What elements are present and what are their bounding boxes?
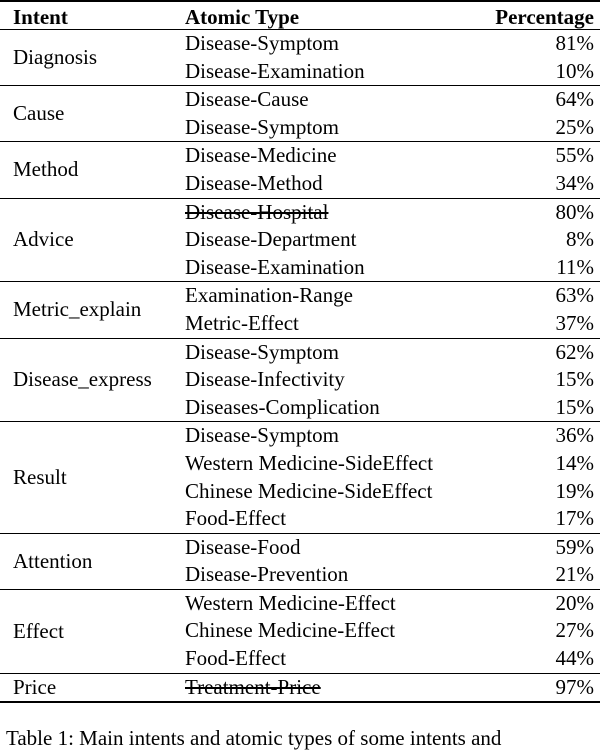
atomic-type-cell: Diseases-Complication <box>185 394 380 419</box>
percentage-cell: 63% <box>555 283 595 308</box>
intent-group: Advice Disease-Hospital 80% Disease-Departm… <box>0 199 600 283</box>
intent-label: Result <box>13 465 67 489</box>
table-row: Disease-Cause 64% <box>0 86 600 114</box>
atomic-type-cell: Disease-Hospital <box>185 199 329 224</box>
percentage-cell: 8% <box>566 227 594 252</box>
table-row: Examination-Range 63% <box>0 282 600 310</box>
table-row: Disease-Examination 11% <box>0 254 600 282</box>
atomic-type-cell: Disease-Symptom <box>185 31 339 55</box>
atomic-type-cell: Western Medicine-SideEffect <box>185 450 434 475</box>
table-row: Disease-Food 59% <box>0 534 600 562</box>
intent-group: Diagnosis Disease-Symptom 81% Disease-Exami… <box>0 30 600 87</box>
table-body: Diagnosis Disease-Symptom 81% Disease-Exami… <box>0 30 600 704</box>
intent-group: Attention Disease-Food 59% Disease-Preventi… <box>0 534 600 590</box>
atomic-type-cell: Examination-Range <box>185 283 353 308</box>
header-intent: Intent <box>13 5 68 29</box>
atomic-type-cell: Disease-Infectivity <box>185 367 345 392</box>
table-row: Disease-Hospital 80% <box>0 199 600 227</box>
percentage-cell: 64% <box>555 87 595 112</box>
percentage-cell: 17% <box>555 506 595 531</box>
percentage-cell: 44% <box>555 646 595 671</box>
percentage-cell: 21% <box>555 562 595 587</box>
intent-group: Effect Western Medicine-Effect 20% Chinese … <box>0 590 600 674</box>
intent-label: Method <box>13 157 79 182</box>
atomic-type-cell: Disease-Symptom <box>185 114 339 139</box>
table-row: Disease-Infectivity 15% <box>0 366 600 394</box>
intent-label: Advice <box>13 227 74 252</box>
atomic-type-cell: Western Medicine-Effect <box>185 590 396 615</box>
table-row: Disease-Symptom 25% <box>0 114 600 142</box>
atomic-type-cell: Disease-Examination <box>185 254 365 279</box>
percentage-cell: 62% <box>555 339 595 364</box>
atomic-type-cell: Disease-Food <box>185 534 301 559</box>
header-atomic-type: Atomic Type <box>185 5 300 29</box>
table-row: Chinese Medicine-SideEffect 19% <box>0 478 600 506</box>
intent-label: Diagnosis <box>13 45 97 70</box>
intent-label: Effect <box>13 618 64 643</box>
intent-label: Attention <box>13 548 93 573</box>
intent-label: Disease_express <box>13 367 152 392</box>
percentage-cell: 81% <box>555 31 595 55</box>
table-row: Western Medicine-SideEffect 14% <box>0 450 600 478</box>
percentage-cell: 10% <box>555 58 595 83</box>
intent-group: Price Treatment-Price 97% <box>0 674 600 704</box>
header-percentage: Percentage <box>495 5 594 29</box>
percentage-cell: 59% <box>555 534 595 559</box>
table-row: Food-Effect 17% <box>0 505 600 533</box>
atomic-type-cell: Disease-Examination <box>185 58 365 83</box>
table-row: Disease-Examination 10% <box>0 58 600 86</box>
percentage-cell: 34% <box>555 170 595 195</box>
atomic-type-cell: Disease-Cause <box>185 87 309 112</box>
percentage-cell: 80% <box>555 199 595 224</box>
atomic-type-cell: Disease-Medicine <box>185 143 337 168</box>
table-row: Treatment-Price 97% <box>0 674 600 702</box>
intent-label: Metric_explain <box>13 297 142 322</box>
percentage-cell: 37% <box>555 310 595 335</box>
table-caption: Table 1: Main intents and atomic types o… <box>6 726 502 750</box>
table-header-row: Intent Atomic Type Percentage <box>0 0 600 30</box>
atomic-type-cell: Disease-Symptom <box>185 423 339 448</box>
table-row: Western Medicine-Effect 20% <box>0 590 600 618</box>
percentage-cell: 15% <box>555 394 595 419</box>
table-row: Diseases-Complication 15% <box>0 394 600 422</box>
intent-table: Intent Atomic Type Percentage Diagnosis D… <box>0 0 600 704</box>
atomic-type-cell: Disease-Department <box>185 227 357 252</box>
percentage-cell: 15% <box>555 367 595 392</box>
intent-group: Disease_express Disease-Symptom 62% Disease… <box>0 339 600 423</box>
table-row: Metric-Effect 37% <box>0 310 600 338</box>
intent-label: Cause <box>13 101 65 126</box>
table-row: Disease-Department 8% <box>0 226 600 254</box>
atomic-type-cell: Treatment-Price <box>185 674 321 699</box>
intent-group: Metric_explain Examination-Range 63% Metric… <box>0 282 600 339</box>
percentage-cell: 19% <box>555 478 595 503</box>
percentage-cell: 14% <box>555 450 595 475</box>
table-row: Disease-Symptom 81% <box>0 30 600 58</box>
table-row: Disease-Medicine 55% <box>0 142 600 170</box>
atomic-type-cell: Food-Effect <box>185 506 287 531</box>
percentage-cell: 25% <box>555 114 595 139</box>
atomic-type-cell: Food-Effect <box>185 646 287 671</box>
percentage-cell: 27% <box>555 618 595 643</box>
percentage-cell: 97% <box>555 674 595 699</box>
atomic-type-cell: Disease-Method <box>185 170 323 195</box>
intent-group: Method Disease-Medicine 55% Disease-Method 3… <box>0 142 600 199</box>
table-row: Disease-Symptom 62% <box>0 339 600 367</box>
percentage-cell: 36% <box>555 423 595 448</box>
intent-label: Price <box>13 674 57 699</box>
table-row: Disease-Method 34% <box>0 170 600 198</box>
atomic-type-cell: Disease-Prevention <box>185 562 349 587</box>
percentage-cell: 55% <box>555 143 595 168</box>
intent-group: Result Disease-Symptom 36% Western Medicine… <box>0 422 600 534</box>
atomic-type-cell: Chinese Medicine-Effect <box>185 618 396 643</box>
table-row: Chinese Medicine-Effect 27% <box>0 617 600 645</box>
atomic-type-cell: Chinese Medicine-SideEffect <box>185 478 433 503</box>
table-row: Food-Effect 44% <box>0 645 600 673</box>
percentage-cell: 20% <box>555 590 595 615</box>
intent-group: Cause Disease-Cause 64% Disease-Symptom 25% <box>0 86 600 143</box>
table-row: Disease-Symptom 36% <box>0 422 600 450</box>
atomic-type-cell: Disease-Symptom <box>185 339 339 364</box>
atomic-type-cell: Metric-Effect <box>185 310 299 335</box>
table-row: Disease-Prevention 21% <box>0 561 600 589</box>
percentage-cell: 11% <box>556 254 594 279</box>
